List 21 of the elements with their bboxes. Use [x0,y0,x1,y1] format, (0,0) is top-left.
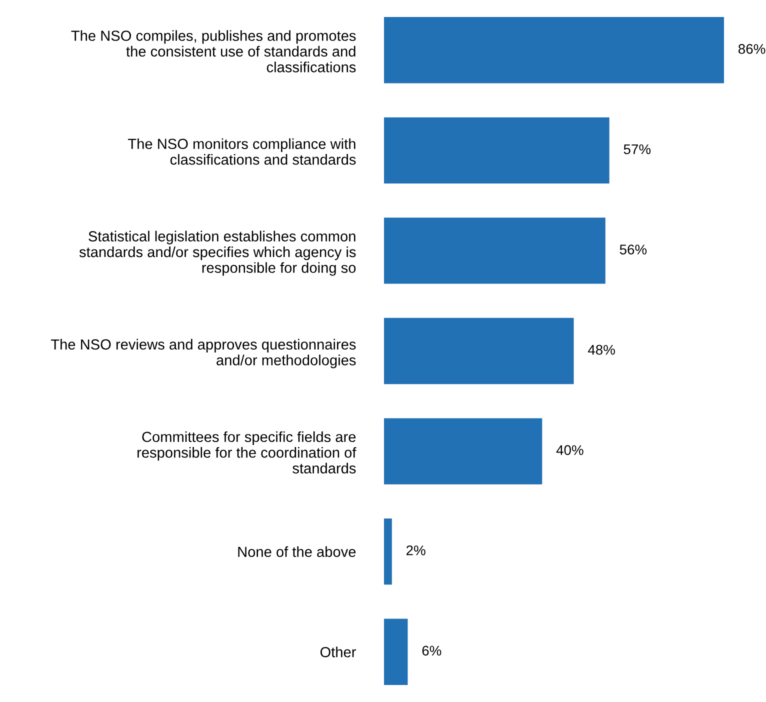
data-label: 56% [620,244,647,254]
y-tick-label: Other [320,646,356,658]
y-tick-label: The NSO monitors compliance with classifications and standards [128,138,356,165]
y-tick-label: The NSO compiles, publishes and promotes the consistent use of standards and classifications [71,30,356,72]
data-label: 2% [406,545,426,556]
data-label: 40% [556,445,584,456]
bar [384,17,724,84]
y-tick-label: Statistical legislation establishes common standards and/or specifies which agency is responsible for doing so [79,230,356,276]
data-label: 57% [624,144,651,154]
data-label: 48% [588,344,615,355]
bar [384,518,392,585]
bar [384,318,574,384]
bar [384,218,606,284]
data-label: 6% [422,646,442,656]
data-label: 86% [738,44,766,54]
y-tick-label: None of the above [238,546,356,557]
y-tick-label: Committees for specific fields are responsible for the coordination of standards [138,431,356,474]
bar [384,418,542,484]
bar [384,117,610,184]
bar [384,618,408,685]
y-tick-label: The NSO reviews and approves questionnaires and/or methodologies [50,338,356,368]
